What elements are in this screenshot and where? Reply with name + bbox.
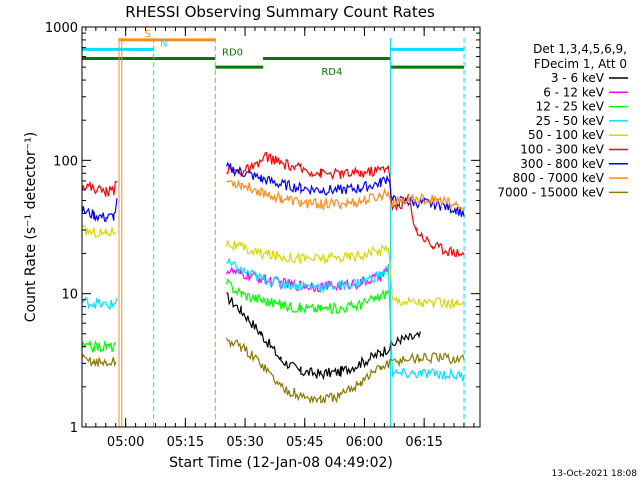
- y-tick-label: 1000: [45, 21, 78, 36]
- flag-label-S: S: [145, 29, 151, 40]
- series-line: [81, 337, 465, 405]
- y-tick-label: 1: [70, 421, 78, 436]
- series-line: [81, 257, 465, 382]
- y-tick-label: 10: [61, 288, 78, 303]
- y-tick-label: 100: [53, 154, 78, 169]
- legend-entry-label: 300 - 800 keV: [520, 157, 604, 171]
- flag-label-N: N: [160, 38, 167, 49]
- x-tick-label: 05:30: [226, 435, 263, 450]
- series-line: [81, 277, 390, 354]
- chart-title: RHESSI Observing Summary Count Rates: [125, 3, 435, 21]
- flag-label-RD0: RD0: [222, 48, 243, 59]
- legend-entry-label: 100 - 300 keV: [520, 143, 604, 157]
- vertical-markers: [118, 37, 465, 427]
- legend: Det 1,3,4,5,6,9, FDecim 1, Att 0 3 - 6 k…: [497, 42, 628, 199]
- series-line: [226, 179, 465, 212]
- x-axis-ticks: 05:00 05:15 05:30 05:45 06:00 06:15: [85, 27, 475, 450]
- legend-entry-label: 3 - 6 keV: [551, 71, 605, 85]
- legend-header-line-2: FDecim 1, Att 0: [534, 57, 627, 71]
- y-axis-ticks: 1 10 100 1000: [45, 21, 480, 436]
- legend-entry-label: 800 - 7000 keV: [513, 171, 605, 185]
- legend-header-line-1: Det 1,3,4,5,6,9,: [533, 42, 627, 56]
- footer-date: 13-Oct-2021 18:08: [552, 469, 638, 479]
- series-line: [81, 161, 465, 223]
- x-tick-label: 05:15: [167, 435, 204, 450]
- x-tick-label: 06:00: [346, 435, 383, 450]
- flag-label-RD4: RD4: [321, 67, 342, 78]
- x-tick-label: 06:15: [405, 435, 442, 450]
- plot-frame: [81, 26, 481, 428]
- series-line: [226, 292, 421, 381]
- legend-entry-label: 25 - 50 keV: [536, 114, 605, 128]
- y-axis-label: Count Rate (s⁻¹ detector⁻¹): [23, 132, 39, 322]
- legend-entry-label: 6 - 12 keV: [543, 85, 605, 99]
- series-line: [81, 224, 465, 310]
- x-tick-label: 05:00: [107, 435, 144, 450]
- x-axis-label: Start Time (12-Jan-08 04:49:02): [169, 455, 393, 471]
- legend-entry-label: 50 - 100 keV: [528, 128, 605, 142]
- x-tick-label: 05:45: [286, 435, 323, 450]
- series-layer: [81, 151, 465, 405]
- legend-entry-label: 7000 - 15000 keV: [497, 185, 604, 199]
- flag-bars: SN RD0 RD4: [82, 29, 465, 78]
- series-line: [81, 151, 465, 258]
- legend-entry-label: 12 - 25 keV: [536, 100, 605, 114]
